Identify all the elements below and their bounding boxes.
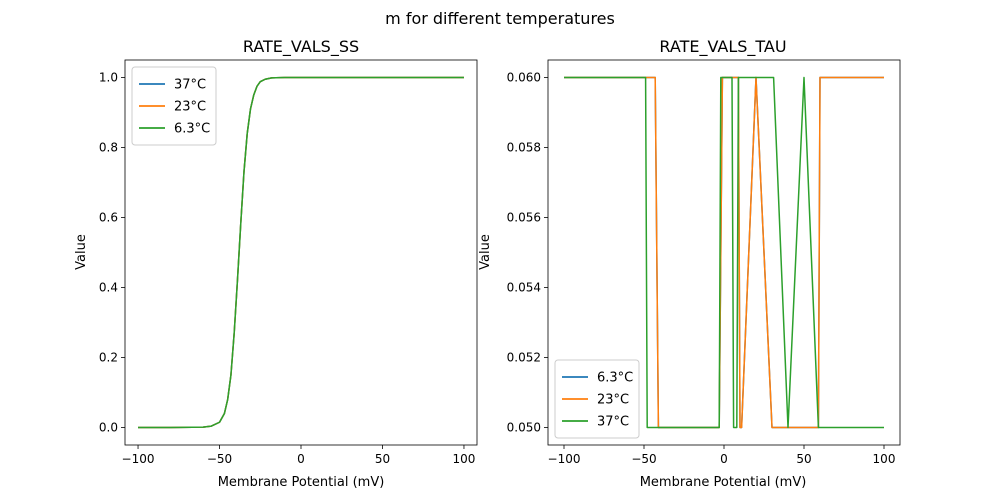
x-axis-label-tau: Membrane Potential (mV): [640, 475, 807, 490]
legend-label-tau: 37°C: [597, 415, 629, 430]
y-tick-label-tau: 0.054: [507, 281, 541, 295]
chart-title-ss: RATE_VALS_SS: [243, 37, 359, 57]
y-tick-label-tau: 0.060: [507, 71, 541, 85]
y-tick-label-tau: 0.056: [507, 211, 541, 225]
y-tick-label-ss: 1.0: [99, 71, 118, 85]
y-tick-label-tau: 0.058: [507, 141, 541, 155]
plot-area-ss: −100 −50 0 50 100 0.0 0.2 0.4 0.6 0.8 1.0: [99, 59, 478, 466]
x-tick-label-ss: −100: [122, 452, 155, 466]
legend-ss: 37°C 23°C 6.3°C: [131, 66, 217, 146]
x-tick-label-tau: −100: [548, 452, 581, 466]
x-tick-label-tau: 0: [720, 452, 728, 466]
y-tick-label-ss: 0.4: [99, 281, 118, 295]
x-tick-label-tau: 100: [873, 452, 896, 466]
legend-box-ss: [131, 66, 217, 146]
legend-label-ss: 6.3°C: [174, 122, 210, 137]
legend-label-ss: 23°C: [174, 100, 206, 115]
x-tick-label-tau: −50: [631, 452, 656, 466]
y-tick-label-ss: 0.0: [99, 421, 118, 435]
y-tick-label-tau: 0.052: [507, 351, 541, 365]
chart-panel-tau: RATE_VALS_TAU Membrane Potential (mV) Va…: [478, 37, 901, 490]
y-axis-label-ss: Value: [74, 234, 89, 270]
series-line-tau-2: [564, 76, 884, 429]
x-tick-label-ss: 50: [375, 452, 390, 466]
legend-box-tau: [554, 359, 640, 439]
y-axis-label-tau: Value: [478, 234, 493, 270]
x-tick-label-tau: 50: [796, 452, 811, 466]
x-tick-label-ss: 100: [453, 452, 476, 466]
series-line-ss-2: [138, 76, 464, 429]
y-tick-label-ss: 0.6: [99, 211, 118, 225]
chart-title-tau: RATE_VALS_TAU: [659, 37, 786, 57]
chart-panel-ss: RATE_VALS_SS Membrane Potential (mV) Val…: [74, 37, 478, 490]
figure-title: m for different temperatures: [385, 9, 615, 28]
x-tick-label-ss: 0: [297, 452, 305, 466]
y-tick-label-tau: 0.050: [507, 421, 541, 435]
y-tick-label-ss: 0.2: [99, 351, 118, 365]
legend-label-ss: 37°C: [174, 78, 206, 93]
y-tick-label-ss: 0.8: [99, 141, 118, 155]
legend-label-tau: 23°C: [597, 393, 629, 408]
x-axis-label-ss: Membrane Potential (mV): [218, 475, 385, 490]
plot-area-tau: −100 −50 0 50 100 0.050 0.052 0.054 0.056 0.058 0.…: [507, 59, 901, 466]
legend-tau: 6.3°C 23°C 37°C: [554, 359, 640, 439]
x-tick-label-ss: −50: [207, 452, 232, 466]
legend-label-tau: 6.3°C: [597, 371, 633, 386]
